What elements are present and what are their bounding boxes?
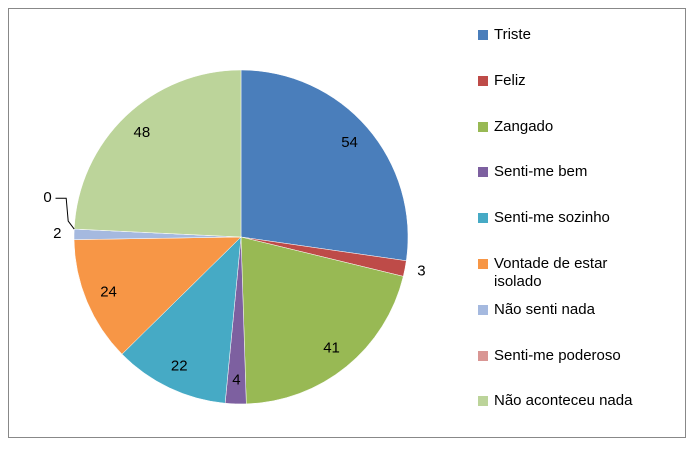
data-label: 4 <box>232 372 240 389</box>
data-label: 0 <box>43 189 51 206</box>
legend-swatch <box>478 121 488 132</box>
legend-swatch <box>478 396 488 407</box>
pie-slice <box>240 236 404 405</box>
leader-line <box>55 197 75 230</box>
legend-swatch <box>478 167 488 178</box>
legend-item: Feliz <box>474 72 654 118</box>
legend-label: Senti-me bem <box>494 163 588 181</box>
legend-label: Feliz <box>494 71 526 89</box>
legend-label: Vontade de estar isolado <box>494 255 608 290</box>
legend-item: Senti-me bem <box>474 163 654 209</box>
legend-label: Senti-me sozinho <box>494 209 610 227</box>
legend-item: Senti-me poderoso <box>474 347 654 393</box>
pie-slice <box>73 69 242 238</box>
legend-label: Não senti nada <box>494 300 595 318</box>
data-label: 3 <box>417 263 425 280</box>
chart-border <box>8 8 686 438</box>
data-label: 41 <box>323 339 340 356</box>
legend-item: Não aconteceu nada <box>474 392 654 438</box>
pie-slice <box>73 236 242 355</box>
legend-item: Vontade de estar isolado <box>474 255 654 301</box>
legend-swatch <box>478 30 488 40</box>
legend-item: Senti-me sozinho <box>474 209 654 255</box>
legend-item: Triste <box>474 26 654 72</box>
data-label: 2 <box>53 225 61 242</box>
data-label: 48 <box>134 124 151 141</box>
legend-swatch <box>478 213 488 224</box>
legend-label: Senti-me poderoso <box>494 346 621 364</box>
pie-slice <box>240 69 409 262</box>
pie-slice <box>121 236 242 404</box>
legend-item: Zangado <box>474 118 654 164</box>
legend-swatch <box>478 259 488 269</box>
legend-swatch <box>478 75 488 86</box>
legend-swatch <box>478 304 488 315</box>
legend-label: Triste <box>494 26 531 43</box>
data-label: 22 <box>171 358 188 375</box>
legend-label: Não aconteceu nada <box>494 392 633 410</box>
data-label: 54 <box>341 134 358 151</box>
legend-item: Não senti nada <box>474 301 654 347</box>
legend-swatch <box>478 350 488 361</box>
data-label: 24 <box>100 283 117 300</box>
legend-label: Zangado <box>494 117 554 135</box>
